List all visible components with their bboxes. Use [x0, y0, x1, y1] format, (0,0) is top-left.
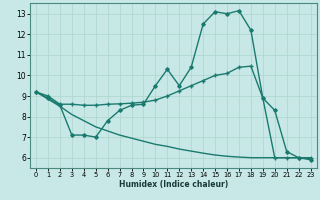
X-axis label: Humidex (Indice chaleur): Humidex (Indice chaleur)	[119, 180, 228, 189]
